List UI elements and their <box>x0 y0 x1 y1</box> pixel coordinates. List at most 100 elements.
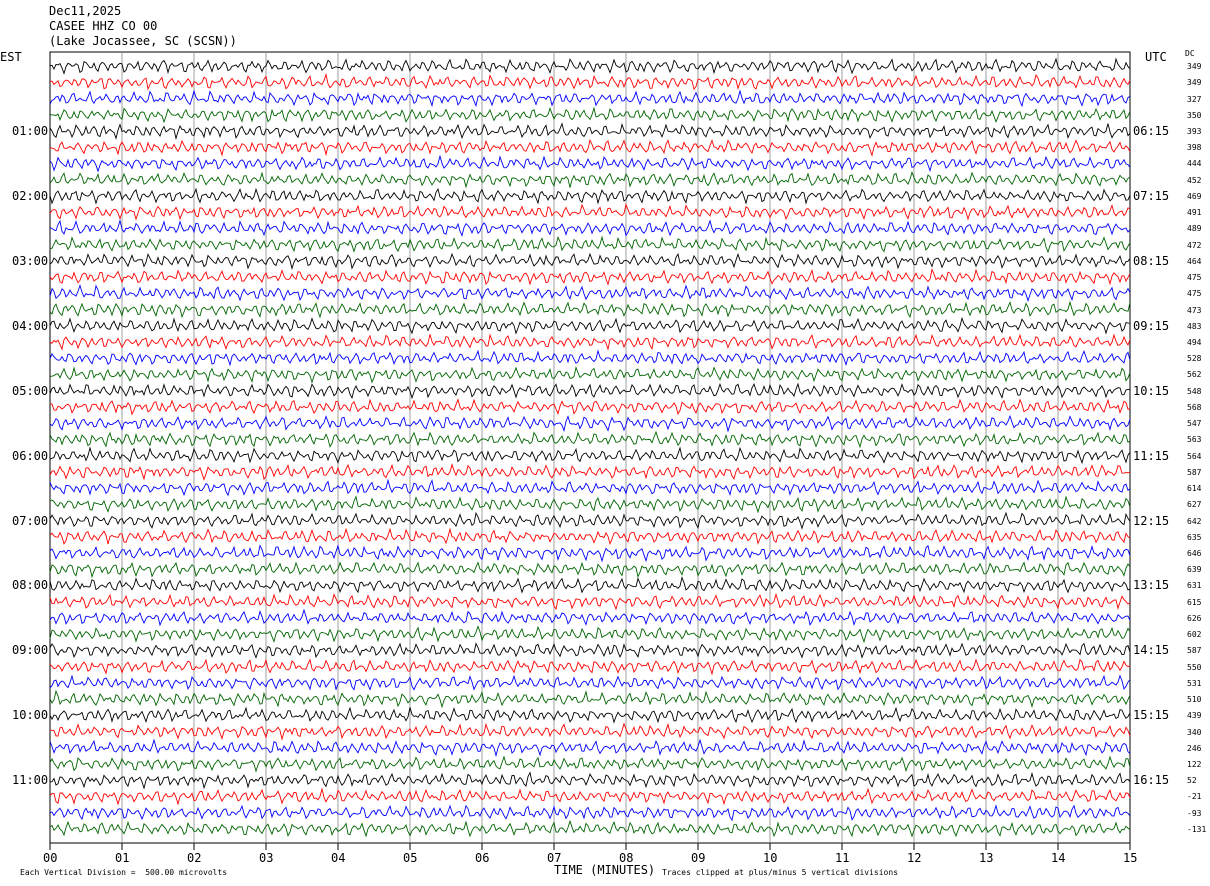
trace-line <box>49 478 1131 497</box>
est-axis-title: EST <box>0 50 22 64</box>
dc-offset-label: 475 <box>1187 273 1202 283</box>
trace-line <box>49 154 1131 173</box>
dc-offset-label: 563 <box>1187 435 1202 445</box>
trace-line <box>49 349 1131 367</box>
trace-line <box>49 576 1131 594</box>
dc-offset-label: 587 <box>1187 467 1202 477</box>
x-tick-label: 14 <box>1051 851 1066 865</box>
utc-hour-label: 16:15 <box>1133 773 1170 788</box>
dc-offset-label: 528 <box>1187 354 1202 364</box>
dc-offset-label: 602 <box>1187 630 1202 640</box>
trace-line <box>49 122 1131 141</box>
trace-line <box>49 268 1131 286</box>
dc-offset-label: 568 <box>1187 402 1202 412</box>
est-hour-label: 01:00 <box>12 124 49 139</box>
trace-line <box>49 722 1131 741</box>
trace-line <box>49 72 1131 91</box>
dc-offset-label: 587 <box>1187 646 1202 656</box>
dc-offset-label: 349 <box>1187 62 1202 72</box>
trace-line <box>49 218 1131 237</box>
trace-line <box>49 366 1131 384</box>
trace-line <box>49 316 1131 335</box>
dc-offset-label: 393 <box>1187 127 1202 137</box>
trace-line <box>49 608 1131 627</box>
trace-line <box>49 527 1131 546</box>
est-hour-label: 03:00 <box>12 253 49 268</box>
x-tick-label: 03 <box>259 851 274 865</box>
dc-offset-label: 550 <box>1187 662 1202 672</box>
dc-offset-label: 464 <box>1187 256 1202 266</box>
trace-line <box>49 706 1131 724</box>
est-hour-label: 09:00 <box>12 643 49 658</box>
utc-hour-label: 09:15 <box>1133 318 1170 333</box>
x-tick-label: 06 <box>475 851 490 865</box>
trace-line <box>49 561 1131 579</box>
trace-line <box>49 300 1131 319</box>
dc-offset-label: -21 <box>1187 792 1202 802</box>
dc-offset-label: 562 <box>1187 370 1202 380</box>
dc-offset-label: 350 <box>1187 110 1202 120</box>
trace-line <box>49 625 1131 644</box>
trace-line <box>49 755 1131 773</box>
trace-line <box>49 544 1131 563</box>
header-location: (Lake Jocassee, SC (SCSN)) <box>49 34 237 48</box>
dc-offset-label: 627 <box>1187 500 1202 510</box>
trace-line <box>49 446 1131 465</box>
trace-line <box>49 463 1131 481</box>
dc-offset-label: 491 <box>1187 208 1202 218</box>
trace-line <box>49 804 1131 822</box>
trace-line <box>49 674 1131 691</box>
clip-note: Traces clipped at plus/minus 5 vertical … <box>662 868 899 877</box>
header-date: Dec11,2025 <box>49 4 122 18</box>
x-tick-label: 10 <box>763 851 778 865</box>
trace-line <box>49 382 1131 400</box>
utc-hour-label: 12:15 <box>1133 513 1170 528</box>
dc-offset-label: -131 <box>1187 824 1207 834</box>
dc-offset-label: 646 <box>1187 548 1202 558</box>
est-hour-label: 08:00 <box>12 578 49 593</box>
trace-line <box>49 738 1131 758</box>
trace-line <box>49 171 1131 189</box>
dc-offset-label: 548 <box>1187 386 1202 396</box>
dc-offset-label: 452 <box>1187 175 1202 185</box>
trace-line <box>49 284 1131 303</box>
dc-offset-label: 510 <box>1187 695 1202 705</box>
dc-offset-label: 483 <box>1187 321 1202 331</box>
x-tick-label: 09 <box>691 851 706 865</box>
est-hour-label: 11:00 <box>12 773 49 788</box>
dc-offset-label: 531 <box>1187 678 1202 688</box>
trace-line <box>49 787 1131 806</box>
utc-hour-label: 10:15 <box>1133 383 1170 398</box>
dc-offset-label: 398 <box>1187 143 1202 153</box>
dc-offset-label: 642 <box>1187 516 1202 526</box>
trace-line <box>49 689 1131 709</box>
dc-offset-label: 473 <box>1187 305 1202 315</box>
x-tick-label: 00 <box>43 851 58 865</box>
est-hour-label: 10:00 <box>12 708 49 723</box>
trace-line <box>49 495 1131 514</box>
utc-hour-label: 15:15 <box>1133 708 1170 723</box>
x-tick-label: 04 <box>331 851 346 865</box>
dc-offset-label: 564 <box>1187 451 1202 461</box>
dc-offset-label: 614 <box>1187 484 1202 494</box>
trace-line <box>49 252 1131 271</box>
trace-line <box>49 138 1131 157</box>
dc-offset-label: 122 <box>1187 759 1202 769</box>
est-hour-label: 05:00 <box>12 383 49 398</box>
utc-axis-title: UTC <box>1145 50 1167 64</box>
x-tick-label: 12 <box>907 851 922 865</box>
trace-line <box>49 430 1131 449</box>
trace-line <box>49 658 1131 676</box>
header-station: CASEE HHZ CO 00 <box>49 19 158 33</box>
dc-offset-label: 489 <box>1187 224 1202 234</box>
dc-offset-label: 631 <box>1187 581 1202 591</box>
trace-line <box>49 57 1131 75</box>
dc-offset-label: 639 <box>1187 565 1202 575</box>
dc-offset-label: 469 <box>1187 191 1202 201</box>
utc-hour-label: 14:15 <box>1133 643 1170 658</box>
x-tick-label: 11 <box>835 851 850 865</box>
dc-offset-label: 635 <box>1187 532 1202 542</box>
trace-line <box>49 414 1131 433</box>
trace-line <box>49 235 1131 254</box>
